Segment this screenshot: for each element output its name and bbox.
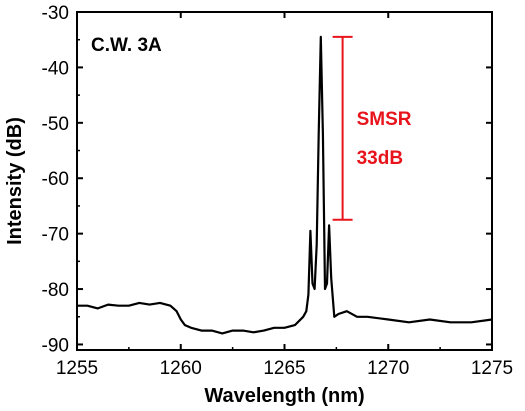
plot-layer [77,35,493,335]
plot-frame [76,11,493,351]
y-tick-label: -50 [42,114,69,135]
x-tick-label: 1265 [263,358,305,379]
x-tick-label: 1270 [367,358,409,379]
axes-layer: 1255 1260 1265 1270 1275 -30 -40 -50 -60 -70 -80 -9… [42,3,514,379]
x-axis-title: Wavelength (nm) [204,385,364,407]
y-axis-title: Intensity (dB) [4,117,26,245]
x-tick-label: 1275 [471,358,513,379]
y-tick-label: -40 [42,58,69,79]
y-tick-label: -90 [42,335,69,356]
spectrum-series-line [77,35,493,335]
y-tick-label: -30 [42,3,69,24]
label-layer: C.W. 3A SMSR 33dB Wavelength (nm) Intens… [4,35,412,407]
smsr-value-label: 33dB [357,148,403,169]
y-tick-label: -60 [42,169,69,190]
x-tick-label: 1260 [160,358,202,379]
x-tick-label: 1255 [56,358,98,379]
condition-label: C.W. 3A [91,35,162,56]
y-tick-label: -70 [42,225,69,246]
smsr-label: SMSR [357,109,412,130]
y-tick-label: -80 [42,280,69,301]
